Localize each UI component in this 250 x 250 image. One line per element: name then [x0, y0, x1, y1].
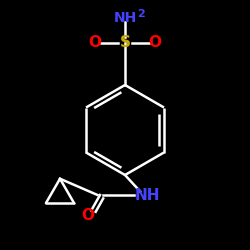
Text: 2: 2: [138, 9, 145, 19]
Text: NH: NH: [114, 10, 136, 24]
Text: O: O: [148, 35, 162, 50]
Text: O: O: [88, 35, 102, 50]
Text: S: S: [120, 35, 130, 50]
Text: NH: NH: [135, 188, 160, 202]
Text: O: O: [81, 208, 94, 222]
